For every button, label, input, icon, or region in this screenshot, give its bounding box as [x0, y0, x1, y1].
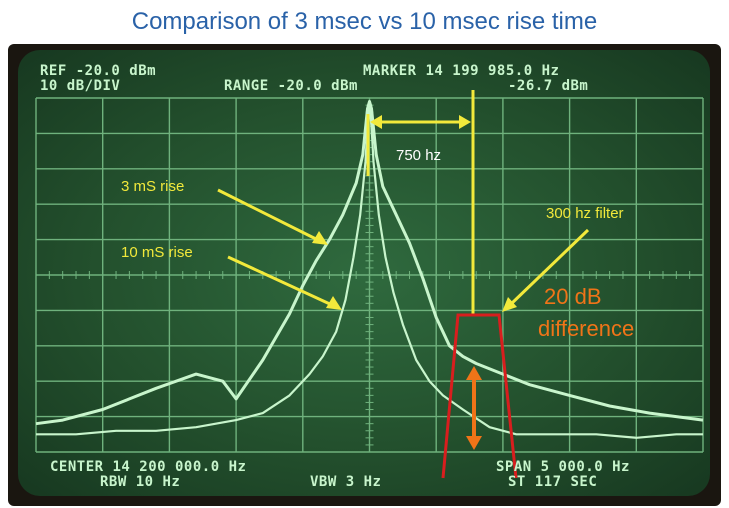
marker-level-readout: -26.7 dBm	[508, 78, 589, 94]
ref-level-readout: REF -20.0 dBm	[40, 63, 157, 79]
marker-readout: MARKER 14 199 985.0 Hz	[363, 63, 560, 79]
rise-3ms-label: 3 mS rise	[121, 178, 184, 195]
filter-shape	[441, 313, 518, 479]
traces	[35, 100, 704, 439]
annotation-overlay: 750 hz 3 mS rise 10 mS rise 300 hz filte…	[121, 90, 634, 479]
difference-arrowhead-down	[466, 436, 482, 450]
center-freq-readout: CENTER 14 200 000.0 Hz	[50, 459, 247, 475]
filter-arrow	[508, 228, 590, 307]
vbw-readout: VBW 3 Hz	[310, 474, 382, 490]
rise-10ms-label: 10 mS rise	[121, 244, 193, 261]
difference-label-line1: 20 dB	[544, 284, 602, 309]
filter-arrowhead	[502, 297, 517, 312]
trace-3ms-rise	[35, 100, 704, 426]
rise-3ms-arrowhead	[312, 231, 328, 245]
slide-title: Comparison of 3 msec vs 10 msec rise tim…	[131, 8, 598, 35]
span-readout: SPAN 5 000.0 Hz	[496, 459, 630, 475]
rbw-readout: RBW 10 Hz	[100, 474, 181, 490]
rise-3ms-arrow	[217, 188, 319, 242]
sweep-time-readout: ST 117 SEC	[508, 474, 598, 490]
range-readout: RANGE -20.0 dBm	[224, 78, 358, 94]
rise-10ms-arrow	[227, 255, 333, 307]
difference-arrowhead-up	[466, 366, 482, 380]
analyzer-screen: 750 hz 3 mS rise 10 mS rise 300 hz filte…	[18, 50, 710, 496]
spacing-label: 750 hz	[396, 147, 441, 164]
scale-readout: 10 dB/DIV	[40, 78, 121, 94]
spectrum-plot: 750 hz 3 mS rise 10 mS rise 300 hz filte…	[35, 90, 704, 479]
rise-10ms-arrowhead	[326, 296, 342, 310]
filter-label: 300 hz filter	[546, 205, 624, 222]
trace-10ms-rise	[36, 107, 703, 439]
spacing-arrowhead-left	[370, 115, 382, 129]
spacing-arrowhead-right	[459, 115, 471, 129]
difference-label-line2: difference	[538, 316, 634, 341]
analyzer-photo: 750 hz 3 mS rise 10 mS rise 300 hz filte…	[8, 44, 721, 506]
